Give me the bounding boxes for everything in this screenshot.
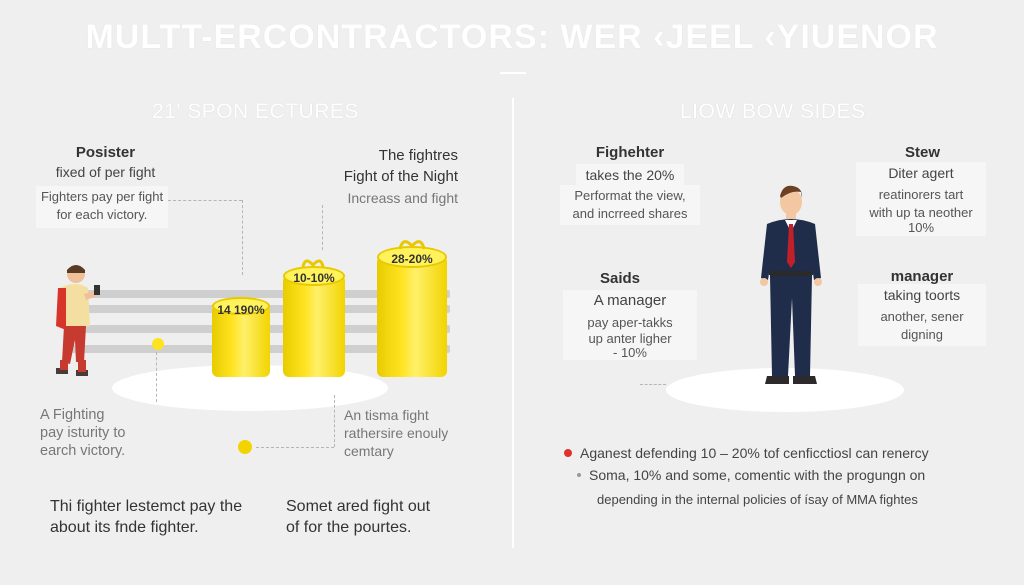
- ribbon-icon: [301, 259, 325, 268]
- fighter-figure-icon: [56, 265, 100, 376]
- saids-box: A manager pay aper-takks up anter ligher…: [563, 290, 697, 360]
- bottom-right-annotation: An tisma fight rathersire enouly cemtary: [344, 406, 484, 460]
- posister-line2: Fighters pay per fight: [40, 189, 164, 204]
- posister-callout: Posister fixed of per fight: [38, 144, 173, 181]
- coin-stack-small: [212, 305, 270, 377]
- fighter-line1: takes the 20%: [576, 164, 684, 186]
- note-text: Soma, 10% and some, comentic with the pr…: [589, 467, 926, 483]
- fighter-callout: Fighehter takes the 20%: [560, 144, 700, 186]
- fighters-callout: The fightres Fight of the Night Increass…: [328, 145, 458, 207]
- stew-callout: Stew: [858, 144, 984, 161]
- manager-callout: manager: [860, 268, 984, 285]
- right-section-heading: LIOW BOW SIDES: [680, 100, 866, 123]
- leader-line: [640, 384, 666, 385]
- leader-line: [156, 352, 157, 402]
- notes-list: Aganest defending 10 – 20% tof cenficcti…: [564, 442, 1004, 512]
- title-underline: [500, 72, 526, 74]
- coin-stack-medium-top: [283, 266, 345, 286]
- stew-box: Diter agert reatinorers tart with up ta …: [856, 162, 986, 236]
- businessman-figure-icon: [760, 185, 822, 384]
- note-text: Aganest defending 10 – 20% tof cenficcti…: [580, 445, 929, 461]
- bottom-right-line3: cemtary: [344, 443, 394, 459]
- coin-stack-small-top: [212, 297, 270, 315]
- stew-line3: with up ta neother: [869, 205, 973, 220]
- coin-stack-large: [377, 256, 447, 377]
- coin-stack-large-label: 28-20%: [391, 252, 433, 266]
- stew-line4: 10%: [907, 220, 935, 235]
- leader-line: [334, 395, 335, 447]
- bottom-right-line2: rathersire enouly: [344, 425, 449, 441]
- yellow-dot: [238, 440, 252, 454]
- bottom-right-line1: An tisma fight: [344, 407, 429, 423]
- bottom-left-annotation: A Fighting pay isturity to earch victory…: [40, 406, 190, 460]
- fighter-box: Performat the view, and incrreed shares: [560, 185, 700, 225]
- saids-line3: up anter ligher: [588, 331, 672, 346]
- saids-callout: Saids: [600, 270, 660, 287]
- left-section-heading: 21' SPON ECTURES: [152, 100, 359, 123]
- fighters-line2: Increass and fight: [347, 190, 458, 206]
- stew-title: Stew: [904, 144, 940, 161]
- leader-line: [242, 200, 243, 275]
- coin-stack-small-label: 14 190%: [217, 303, 265, 317]
- coin-stack-medium: [283, 275, 345, 377]
- manager-line2: another, sener: [880, 309, 964, 324]
- manager-line1: taking toorts: [883, 287, 961, 303]
- bottom-left-line3: earch victory.: [40, 443, 126, 459]
- manager-title: manager: [890, 268, 954, 285]
- manager-line3: digning: [901, 327, 943, 342]
- bottom-left-line2: pay isturity to: [40, 425, 126, 441]
- bullet-icon: [564, 449, 572, 457]
- posister-title: Posister: [75, 144, 136, 161]
- saids-line2: pay aper-takks: [587, 315, 673, 330]
- center-divider: [512, 98, 514, 548]
- footer-left-line2: about its fnde fighter.: [50, 519, 199, 536]
- fighter-title: Fighehter: [595, 144, 665, 161]
- list-item: depending in the internal policies of ís…: [564, 486, 1004, 512]
- ribbon-icon: [398, 240, 426, 250]
- saids-line1: A manager: [593, 292, 667, 309]
- bottom-left-line1: A Fighting: [40, 407, 105, 423]
- fighter-line3: and incrreed shares: [572, 206, 688, 221]
- posister-line1: fixed of per fight: [55, 164, 156, 180]
- fighters-title: The fightres: [378, 147, 458, 164]
- page-title: MULTT-ERCONTRACTORS: WER ‹JEEL ‹YIUENOR: [85, 18, 939, 56]
- note-text: depending in the internal policies of ís…: [597, 491, 918, 507]
- stew-line2: reatinorers tart: [878, 187, 964, 202]
- manager-box: taking toorts another, sener digning: [858, 284, 986, 346]
- rail: [72, 290, 450, 298]
- saids-line4: - 10%: [613, 345, 647, 360]
- coin-stack-medium-label: 10-10%: [293, 271, 335, 285]
- footer-left-text: Thi fighter lestemct pay the about its f…: [50, 496, 280, 538]
- bullet-icon: [577, 473, 581, 477]
- footer-right-line1: Somet ared fight out: [286, 498, 431, 515]
- footer-right-line2: of for the pourtes.: [286, 519, 412, 536]
- leader-line: [322, 205, 323, 250]
- posister-line3: for each victory.: [56, 207, 148, 222]
- list-item: Soma, 10% and some, comentic with the pr…: [564, 464, 1004, 486]
- leader-line: [256, 447, 334, 448]
- fighter-line2: Performat the view,: [574, 188, 686, 203]
- leader-line: [168, 200, 242, 201]
- posister-box: Fighters pay per fight for each victory.: [36, 186, 168, 228]
- fighters-line1: Fight of the Night: [343, 168, 458, 185]
- stew-line1: Diter agert: [888, 165, 954, 181]
- footer-left-line1: Thi fighter lestemct pay the: [50, 498, 243, 515]
- list-item: Aganest defending 10 – 20% tof cenficcti…: [564, 442, 1004, 464]
- saids-title: Saids: [600, 270, 641, 287]
- yellow-dot: [152, 338, 164, 350]
- footer-right-text: Somet ared fight out of for the pourtes.: [286, 496, 486, 538]
